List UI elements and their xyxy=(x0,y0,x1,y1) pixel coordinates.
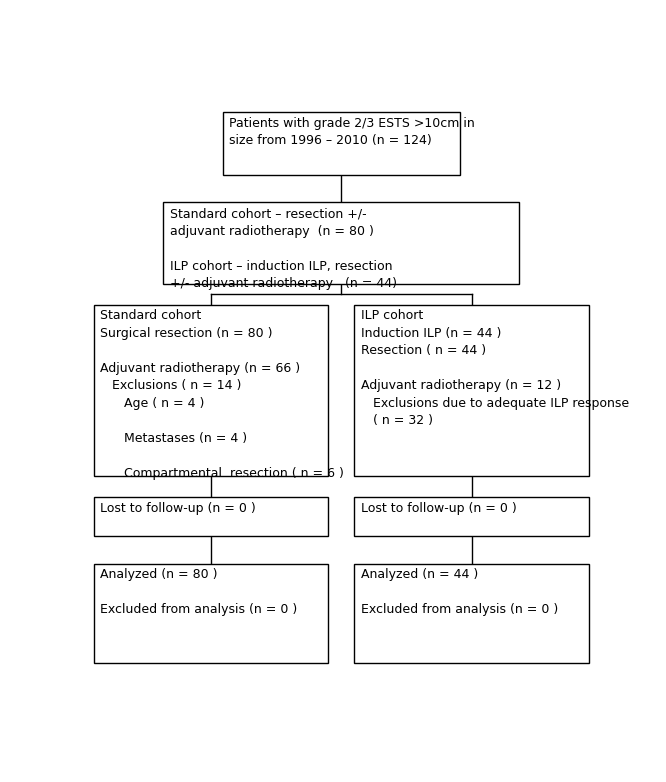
Text: Analyzed (n = 44 )

Excluded from analysis (n = 0 ): Analyzed (n = 44 ) Excluded from analysi… xyxy=(361,569,558,616)
FancyBboxPatch shape xyxy=(93,497,328,536)
FancyBboxPatch shape xyxy=(93,305,328,476)
FancyBboxPatch shape xyxy=(354,564,589,663)
FancyBboxPatch shape xyxy=(93,564,328,663)
Text: Analyzed (n = 80 )

Excluded from analysis (n = 0 ): Analyzed (n = 80 ) Excluded from analysi… xyxy=(101,569,298,616)
Text: ILP cohort
Induction ILP (n = 44 )
Resection ( n = 44 )

Adjuvant radiotherapy (: ILP cohort Induction ILP (n = 44 ) Resec… xyxy=(361,310,629,428)
FancyBboxPatch shape xyxy=(163,203,519,284)
Text: Lost to follow-up (n = 0 ): Lost to follow-up (n = 0 ) xyxy=(361,502,517,515)
FancyBboxPatch shape xyxy=(354,305,589,476)
Text: Lost to follow-up (n = 0 ): Lost to follow-up (n = 0 ) xyxy=(101,502,256,515)
FancyBboxPatch shape xyxy=(222,112,460,175)
Text: Patients with grade 2/3 ESTS >10cm in
size from 1996 – 2010 (n = 124): Patients with grade 2/3 ESTS >10cm in si… xyxy=(229,117,475,147)
FancyBboxPatch shape xyxy=(354,497,589,536)
Text: Standard cohort
Surgical resection (n = 80 )

Adjuvant radiotherapy (n = 66 )
  : Standard cohort Surgical resection (n = … xyxy=(101,310,344,480)
Text: Standard cohort – resection +/-
adjuvant radiotherapy  (n = 80 )

ILP cohort – i: Standard cohort – resection +/- adjuvant… xyxy=(170,207,397,290)
